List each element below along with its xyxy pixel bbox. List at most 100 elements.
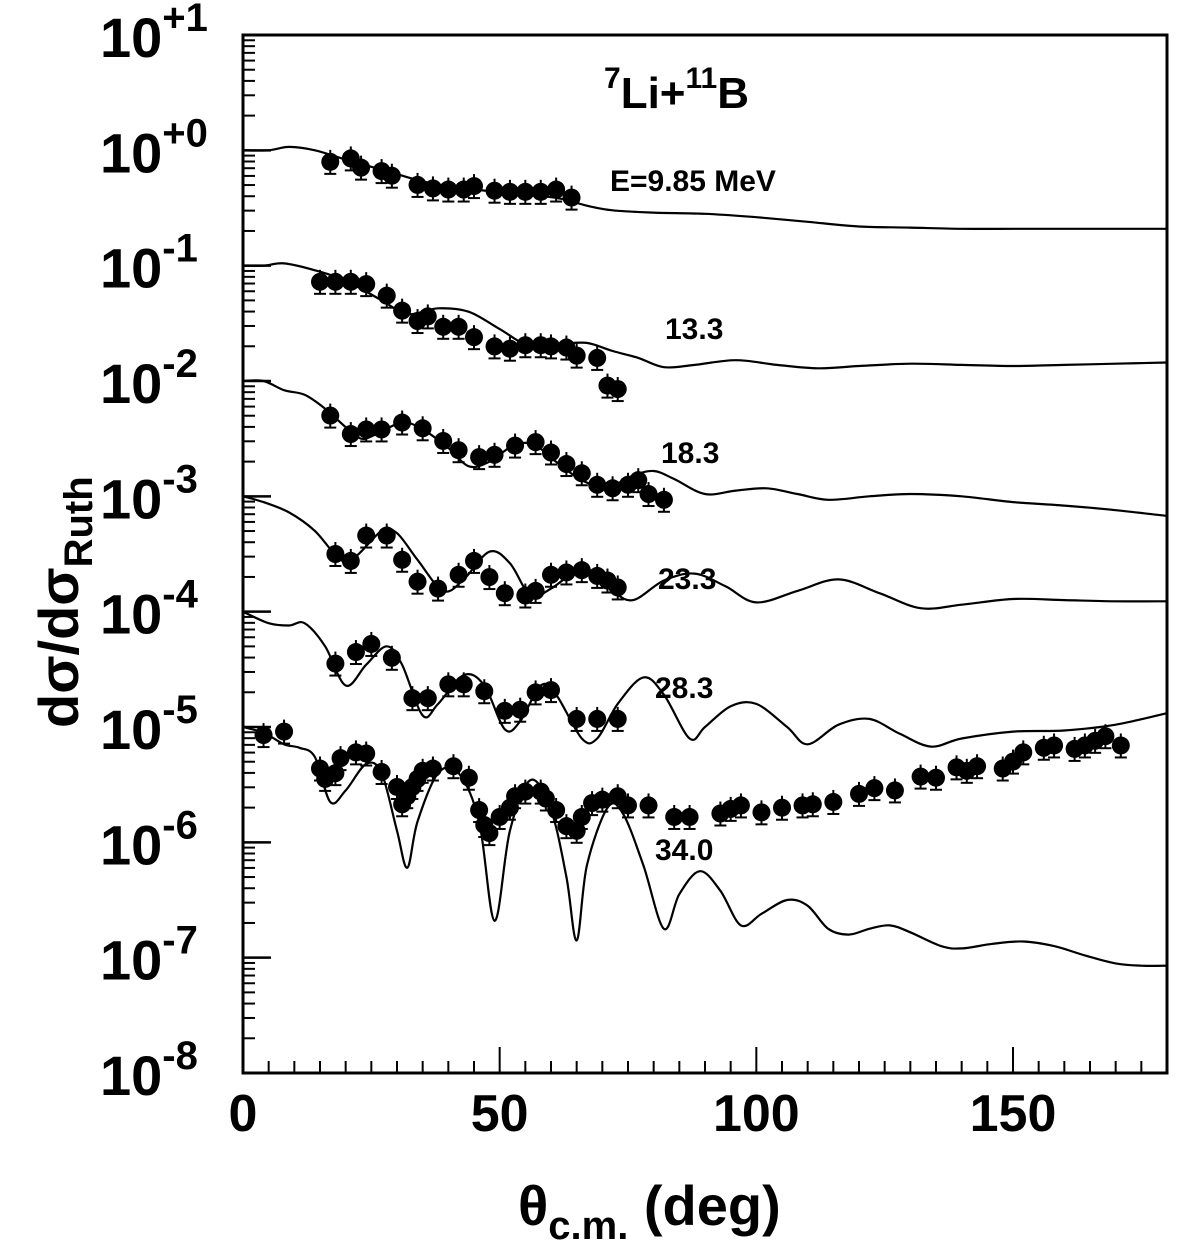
data-marker [341,425,360,444]
data-point [485,442,504,468]
data-marker [500,339,519,358]
data-marker [752,803,771,822]
data-point [465,548,483,574]
model-curve-28-3 [242,610,1168,748]
data-point [275,719,294,745]
data-point [372,759,391,785]
data-point [408,172,427,198]
data-marker [480,824,499,843]
data-marker [619,796,637,815]
data-point [603,476,622,502]
y-axis-ticks [243,33,271,1075]
data-marker [506,436,525,455]
data-point [572,558,591,584]
data-marker [1045,736,1064,755]
data-marker [542,681,560,700]
data-marker [562,188,581,207]
data-point [593,787,612,813]
y-tick-base: 10 [100,929,162,992]
data-marker [495,701,514,720]
data-marker [403,689,422,708]
y-tick-label: 10-1 [100,227,198,300]
data-point [321,149,340,175]
data-point [516,179,535,205]
data-point [752,800,771,826]
data-marker [639,485,658,504]
x-tick-labels: 0 50 100 150 [229,1085,1057,1143]
data-marker [485,337,504,356]
data-marker [608,709,627,728]
data-point [341,269,360,295]
y-tick-label: 10-8 [100,1034,198,1107]
data-point [911,764,930,790]
data-marker [357,420,376,439]
y-tick-label: 10-6 [100,803,198,876]
data-point [608,575,627,601]
data-point [927,765,945,791]
data-point [608,377,627,403]
y-tick-label: 10-5 [100,688,198,761]
x-tick-label: 150 [970,1085,1057,1143]
data-marker [423,759,442,778]
data-marker [572,464,591,483]
data-point [639,482,658,508]
data-point [423,756,442,782]
data-marker [418,307,437,326]
data-point [444,754,463,780]
data-marker [449,441,468,460]
data-point [346,640,365,666]
x-axis-ticks [242,1047,1168,1073]
data-marker [485,181,504,200]
data-point [885,778,904,804]
data-marker [352,158,371,177]
data-point [567,706,586,732]
y-tick-exponent: -1 [162,227,198,271]
data-point [824,789,843,815]
y-axis-label-main: dσ/dσ [27,567,90,728]
data-point [588,472,607,498]
y-tick-labels: 10+110+010-110-210-310-410-510-610-710-8 [100,0,208,1107]
annotation-9-85: E=9.85 MeV [610,165,776,198]
data-point [557,452,576,478]
y-tick-label: 10-4 [100,573,199,646]
data-marker [331,749,350,768]
data-point [1014,740,1033,766]
annotation-28-3: 28.3 [655,672,713,705]
data-marker [475,682,494,701]
y-tick-exponent: -3 [162,457,198,501]
data-point [608,706,627,732]
x-tick-label: 50 [471,1085,529,1143]
data-point [542,440,560,466]
y-tick-exponent: -5 [162,688,198,732]
annotation-23-3: 23.3 [658,563,716,596]
y-tick-base: 10 [100,352,162,415]
data-point [449,562,468,588]
data-point [485,334,504,360]
data-point [629,468,648,494]
data-point [654,487,673,513]
data-marker [572,561,591,580]
data-marker [665,807,684,826]
data-marker [885,781,904,800]
data-marker [680,807,699,826]
data-marker [803,795,822,814]
data-marker [449,565,468,584]
data-point [968,754,987,780]
data-point [562,185,581,211]
data-marker [516,336,535,355]
x-axis-label-main: θ [518,1174,548,1237]
data-marker [911,767,930,786]
data-marker [439,675,458,694]
y-tick-base: 10 [100,121,162,184]
data-marker [547,180,566,199]
data-point [588,706,607,732]
y-tick-base: 10 [100,698,162,761]
data-point [357,272,376,298]
data-point [326,269,345,295]
data-point [1045,733,1064,759]
data-point [542,562,560,588]
data-marker [408,572,427,591]
data-point [377,523,396,549]
